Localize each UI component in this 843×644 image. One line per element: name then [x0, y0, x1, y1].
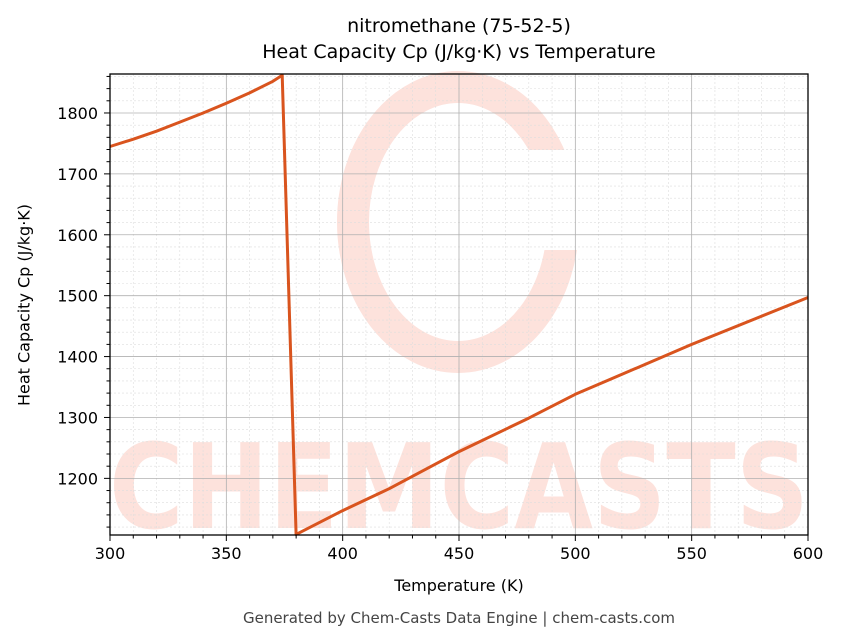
chart-title-line2: Heat Capacity Cp (J/kg·K) vs Temperature — [262, 41, 656, 63]
cp-line — [109, 73, 809, 536]
chart-title-line1: nitromethane (75-52-5) — [347, 15, 571, 37]
x-tick-label: 350 — [211, 544, 242, 563]
axis-ticks — [104, 75, 809, 541]
x-tick-label: 300 — [95, 544, 126, 563]
y-tick-label: 1700 — [57, 165, 98, 184]
y-tick-label: 1500 — [57, 287, 98, 306]
x-tick-label: 450 — [444, 544, 475, 563]
x-axis-label: Temperature (K) — [394, 576, 524, 595]
tick-labels: 300 350 400 450 500 550 600 1200 1300 1400 1500 160… — [57, 104, 823, 563]
y-tick-label: 1200 — [57, 469, 98, 488]
x-tick-label: 550 — [676, 544, 707, 563]
x-tick-label: 400 — [327, 544, 358, 563]
y-tick-label: 1600 — [57, 226, 98, 245]
y-tick-label: 1300 — [57, 408, 98, 427]
y-axis-label: Heat Capacity Cp (J/kg·K) — [14, 203, 34, 407]
y-tick-label: 1800 — [57, 104, 98, 123]
footer-credit: Generated by Chem-Casts Data Engine | ch… — [242, 609, 676, 627]
x-tick-label: 500 — [560, 544, 591, 563]
x-tick-label: 600 — [793, 544, 824, 563]
y-tick-label: 1400 — [57, 348, 98, 367]
